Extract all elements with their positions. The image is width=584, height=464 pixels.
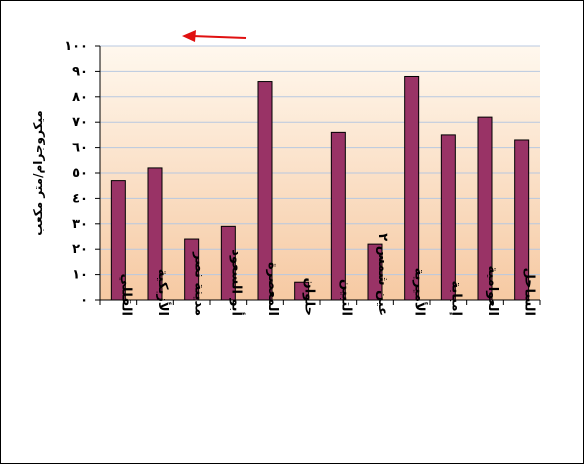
y-tick-label: ٢٠ [72, 242, 88, 257]
bar [404, 75, 420, 301]
y-tick-label: ١٠ [72, 268, 88, 283]
x-tick-label: أبو السعود [228, 249, 245, 316]
y-tick-label: ٩٠ [72, 64, 88, 79]
x-tick-label: الساحل [522, 268, 537, 316]
x-tick-label: إمبابة [448, 281, 463, 316]
bars [110, 75, 530, 301]
arrow-annotation [182, 30, 247, 42]
category-labels: الساحل العوامية إمبابة الأميرية عين شمس ٢ الت… [118, 233, 536, 316]
x-tick-label: الأزبكية [155, 269, 172, 316]
y-tick-label: ٠ [80, 293, 88, 308]
x-tick-label: القللي [118, 274, 133, 316]
bar [330, 131, 346, 301]
x-tick-label: حلوان [302, 278, 317, 316]
arrow-head [182, 30, 196, 42]
arrow-shaft [191, 35, 247, 39]
x-tick-label: التبين [338, 279, 353, 316]
y-tick-label: ٦٠ [72, 141, 88, 156]
x-tick-label: عين شمس ٢ [375, 233, 390, 316]
y-tick-label: ٨٠ [72, 90, 88, 105]
gridlines [100, 45, 540, 276]
x-tick-label: العوامية [485, 265, 500, 316]
y-axis-title: ميكروجرام/متر مكعب [31, 110, 46, 236]
x-tick-label: المعصرة [265, 262, 280, 316]
x-tick-label: الأميرية [412, 268, 429, 316]
y-tick-label: ٥٠ [72, 166, 88, 181]
y-tick-label: ٣٠ [72, 217, 88, 232]
x-tick-label: مدينة نصر [192, 251, 207, 316]
y-tick-labels: ٠ ١٠ ٢٠ ٣٠ ٤٠ ٥٠ ٦٠ ٧٠ ٨٠ ٩٠ ١٠٠ [64, 39, 88, 308]
y-tick-label: ٤٠ [72, 191, 88, 206]
y-tick-label: ١٠٠ [64, 39, 88, 54]
bar [440, 134, 456, 301]
axes [95, 45, 541, 305]
y-tick-label: ٧٠ [72, 115, 88, 130]
